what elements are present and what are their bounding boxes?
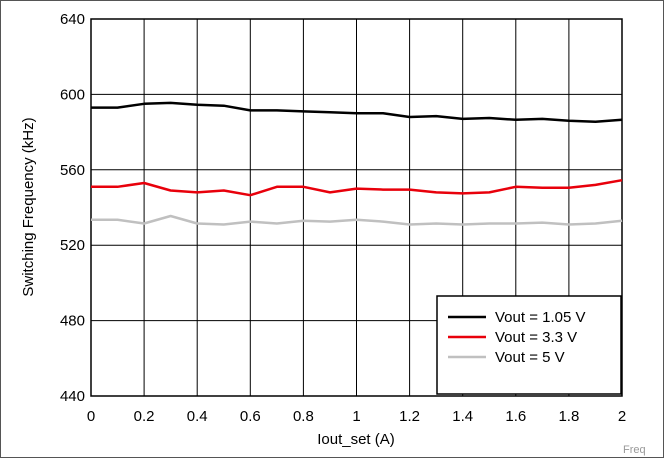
y-tick-label: 520 xyxy=(60,237,85,254)
y-axis-label: Switching Frequency (kHz) xyxy=(20,117,37,296)
x-tick-label: 0.2 xyxy=(134,408,155,425)
legend-label: Vout = 5 V xyxy=(495,349,565,366)
x-tick-label: 1 xyxy=(352,408,360,425)
tick-labels: 0 0.2 0.4 0.6 0.8 1 1.2 1.4 1.6 1.8 2 440 480 520 560 6… xyxy=(60,11,626,425)
y-tick-label: 600 xyxy=(60,86,85,103)
x-tick-label: 0 xyxy=(87,408,95,425)
grid-lines xyxy=(90,18,623,397)
legend-box xyxy=(436,295,622,395)
x-axis-label: Iout_set (A) xyxy=(317,431,395,448)
legend-label: Vout = 1.05 V xyxy=(495,309,586,326)
legend-label: Vout = 3.3 V xyxy=(495,329,577,346)
x-tick-label: 1.8 xyxy=(558,408,579,425)
series-line-1 xyxy=(91,101,623,123)
x-tick-label: 2 xyxy=(618,408,626,425)
plot-border xyxy=(90,18,623,397)
x-tick-label: 1.4 xyxy=(452,408,473,425)
x-tick-label: 0.8 xyxy=(293,408,314,425)
legend: Vout = 1.05 V Vout = 3.3 V Vout = 5 V xyxy=(436,295,622,395)
x-tick-label: 1.6 xyxy=(505,408,526,425)
series-layer xyxy=(91,101,623,226)
corner-label: Freq xyxy=(623,444,646,456)
x-tick-label: 0.6 xyxy=(240,408,261,425)
plot-area xyxy=(90,18,623,397)
series-line-2 xyxy=(91,178,623,197)
y-tick-label: 440 xyxy=(60,388,85,405)
x-tick-label: 1.2 xyxy=(399,408,420,425)
y-tick-label: 480 xyxy=(60,313,85,330)
y-tick-label: 560 xyxy=(60,162,85,179)
x-tick-label: 0.4 xyxy=(187,408,208,425)
y-tick-label: 640 xyxy=(60,11,85,28)
series-line-3 xyxy=(91,214,623,226)
